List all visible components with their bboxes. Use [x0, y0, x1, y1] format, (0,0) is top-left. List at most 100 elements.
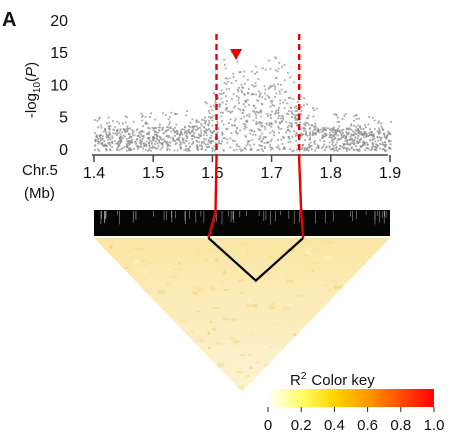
snp-point: [211, 124, 214, 127]
snp-point: [195, 119, 198, 122]
ld-cell: [199, 367, 207, 371]
snp-point: [258, 138, 260, 141]
ld-cell: [123, 322, 131, 326]
snp-point: [161, 129, 164, 131]
snp-point: [346, 143, 349, 145]
snp-point: [172, 129, 175, 132]
snp-point: [335, 114, 338, 116]
snp-point: [277, 125, 280, 128]
snp-point: [159, 148, 162, 151]
x-tick-label: 1.5: [142, 165, 164, 182]
snp-point: [303, 104, 305, 107]
snp-point: [372, 144, 375, 147]
snp-point: [369, 139, 372, 142]
snp-point: [269, 68, 272, 70]
ld-cell: [350, 328, 354, 331]
snp-point: [384, 149, 387, 152]
snp-point: [141, 119, 144, 122]
snp-point: [254, 85, 257, 88]
ld-cell: [250, 380, 255, 382]
ld-cell: [229, 387, 235, 390]
snp-point: [111, 146, 113, 148]
snp-point: [354, 128, 357, 131]
ld-cell: [126, 361, 133, 363]
snp-point: [166, 143, 169, 145]
snp-point: [108, 131, 111, 134]
snp-point: [208, 141, 211, 144]
snp-point: [209, 116, 212, 119]
snp-point: [257, 148, 260, 151]
snp-point: [234, 117, 237, 120]
snp-point: [94, 144, 96, 147]
ld-cell: [214, 369, 221, 373]
ld-cell: [249, 366, 253, 370]
snp-point: [248, 113, 251, 116]
snp-point: [348, 127, 351, 129]
snp-point: [275, 69, 277, 72]
snp-point: [375, 149, 378, 152]
snp-point: [205, 130, 207, 133]
snp-point: [336, 150, 339, 152]
snp-point: [226, 128, 229, 130]
snp-point: [174, 112, 176, 115]
snp-point: [305, 117, 308, 120]
ld-cell: [277, 310, 285, 311]
snp-point: [211, 109, 214, 112]
snp-point: [364, 132, 367, 135]
snp-point: [128, 140, 131, 143]
snp-point: [306, 103, 308, 106]
snp-point: [315, 146, 318, 149]
snp-point: [120, 135, 123, 138]
snp-point: [200, 129, 202, 132]
snp-point: [185, 135, 187, 137]
snp-point: [323, 140, 326, 142]
snp-point: [264, 147, 266, 150]
snp-point: [230, 132, 233, 134]
snp-point: [279, 122, 281, 125]
snp-point: [188, 142, 190, 145]
snp-point: [285, 90, 287, 93]
snp-point: [197, 121, 200, 123]
color-key-tick-label: 1.0: [424, 417, 445, 434]
snp-point: [307, 149, 310, 152]
ld-cell: [104, 362, 110, 364]
snp-point: [159, 138, 162, 140]
snp-point: [210, 142, 212, 144]
ld-cell: [214, 341, 217, 343]
snp-point: [257, 128, 260, 130]
y-tick-label: 10: [50, 77, 68, 94]
snp-point: [203, 130, 206, 132]
snp-point: [95, 138, 97, 141]
ld-cell: [318, 299, 322, 304]
snp-point: [105, 148, 108, 151]
snp-point: [95, 134, 98, 137]
snp-point: [334, 133, 337, 135]
snp-point: [102, 145, 105, 147]
snp-point: [230, 51, 233, 54]
snp-point: [323, 129, 325, 131]
snp-point: [232, 76, 235, 78]
snp-point: [255, 117, 258, 119]
snp-point: [172, 128, 175, 131]
snp-point: [374, 148, 377, 150]
snp-point: [311, 124, 314, 127]
snp-point: [139, 140, 142, 143]
snp-point: [105, 136, 108, 139]
snp-point: [127, 128, 130, 130]
ld-cell: [133, 284, 141, 287]
snp-point: [153, 127, 155, 130]
snp-point: [145, 140, 148, 143]
ld-cell: [124, 266, 129, 269]
snp-point: [188, 128, 190, 131]
snp-point: [220, 115, 223, 118]
snp-point: [340, 137, 343, 140]
snp-point: [217, 97, 219, 100]
snp-point: [198, 141, 201, 144]
snp-point: [252, 133, 254, 136]
snp-point: [184, 126, 187, 129]
ld-cell: [353, 278, 361, 281]
ld-cell: [138, 247, 145, 251]
snp-point: [140, 133, 142, 135]
ld-cell: [271, 303, 276, 306]
snp-point: [212, 114, 215, 117]
